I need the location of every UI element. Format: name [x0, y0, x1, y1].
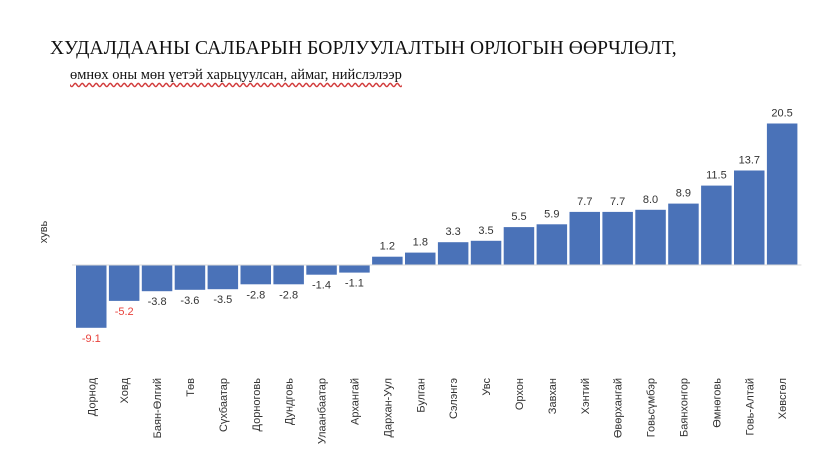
- value-label-20: 11.5: [706, 170, 727, 182]
- category-labels-group: Дорнод Ховд Баян-Өлгий Төв Сүхбаатар Дорногов…: [86, 377, 789, 444]
- category-label-6: Дорноговь: [251, 378, 263, 432]
- value-label-22: 20.5: [771, 108, 792, 120]
- y-axis-label: хувь: [38, 220, 50, 243]
- value-label-12: 3.3: [445, 226, 460, 238]
- value-label-10: 1.2: [380, 241, 395, 253]
- category-label-1: Дорнод: [86, 377, 98, 416]
- bar-2: [108, 265, 140, 301]
- bar-8: [306, 265, 337, 275]
- bar-15: [536, 224, 568, 265]
- value-label-1: -9.1: [82, 333, 101, 345]
- bar-1: [76, 265, 107, 328]
- category-label-9: Архангай: [349, 378, 361, 425]
- category-label-15: Завхан: [547, 378, 559, 414]
- bar-11: [405, 252, 436, 265]
- value-label-13: 3.5: [478, 225, 493, 237]
- bar-21: [734, 170, 765, 265]
- category-label-2: Ховд: [119, 377, 131, 403]
- bar-5: [207, 265, 239, 290]
- bar-19: [668, 203, 699, 265]
- bar-7: [273, 265, 304, 285]
- value-label-3: -3.8: [148, 296, 167, 308]
- category-label-22: Хөвсгөл: [777, 378, 789, 419]
- category-label-16: Хэнтий: [580, 378, 592, 414]
- bar-13: [470, 240, 502, 265]
- chart-title: ХУДАЛДААНЫ САЛБАРЫН БОРЛУУЛАЛТЫН ОРЛОГЫН…: [50, 38, 677, 59]
- category-label-18: Говьсүмбэр: [646, 378, 658, 437]
- value-label-2: -5.2: [115, 306, 134, 318]
- value-label-15: 5.9: [544, 208, 559, 220]
- value-label-4: -3.6: [180, 295, 199, 307]
- bar-9: [339, 265, 370, 273]
- category-label-14: Орхон: [514, 378, 526, 410]
- value-label-8: -1.4: [312, 280, 331, 292]
- category-label-5: Сүхбаатар: [218, 378, 230, 432]
- value-label-5: -3.5: [213, 294, 232, 306]
- bar-3: [141, 265, 173, 292]
- value-label-19: 8.9: [676, 188, 691, 200]
- category-label-21: Говь-Алтай: [744, 378, 756, 436]
- value-label-6: -2.8: [246, 289, 265, 301]
- bar-4: [174, 265, 206, 290]
- value-label-14: 5.5: [511, 211, 526, 223]
- category-label-20: Өмнөговь: [711, 378, 723, 428]
- category-label-12: Сэлэнгэ: [448, 378, 460, 419]
- bar-6: [240, 265, 271, 285]
- bar-18: [635, 209, 666, 265]
- category-label-7: Дундговь: [284, 378, 296, 425]
- chart-subtitle: өмнөх оны мөн үетэй харьцуулсан, аймаг, …: [70, 67, 402, 83]
- value-label-18: 8.0: [643, 194, 658, 206]
- category-label-11: Булган: [415, 378, 427, 413]
- category-label-13: Увс: [481, 378, 493, 396]
- category-label-4: Төв: [185, 378, 197, 397]
- category-label-17: Өвөрхангай: [613, 378, 625, 438]
- category-label-19: Баянхонгор: [678, 378, 690, 437]
- value-label-7: -2.8: [279, 289, 298, 301]
- bar-22: [766, 123, 798, 265]
- category-label-8: Улаанбаатар: [317, 378, 329, 444]
- category-label-10: Дархан-Уул: [382, 378, 394, 437]
- value-label-16: 7.7: [577, 196, 592, 208]
- value-label-9: -1.1: [345, 278, 364, 290]
- category-label-3: Баян-Өлгий: [152, 378, 164, 438]
- bar-12: [437, 242, 469, 265]
- value-label-21: 13.7: [739, 155, 760, 167]
- bar-20: [701, 185, 732, 265]
- value-label-11: 1.8: [413, 237, 428, 249]
- bar-14: [503, 227, 535, 266]
- bar-17: [602, 211, 633, 265]
- bar-16: [569, 211, 600, 265]
- value-label-17: 7.7: [610, 196, 625, 208]
- value-labels-group: -9.1 -5.2 -3.8 -3.6 -3.5 -2.8 -2.8 -1.4 -1.1 1.2 1…: [82, 108, 793, 345]
- bars-group: [76, 123, 798, 328]
- bar-10: [372, 256, 403, 265]
